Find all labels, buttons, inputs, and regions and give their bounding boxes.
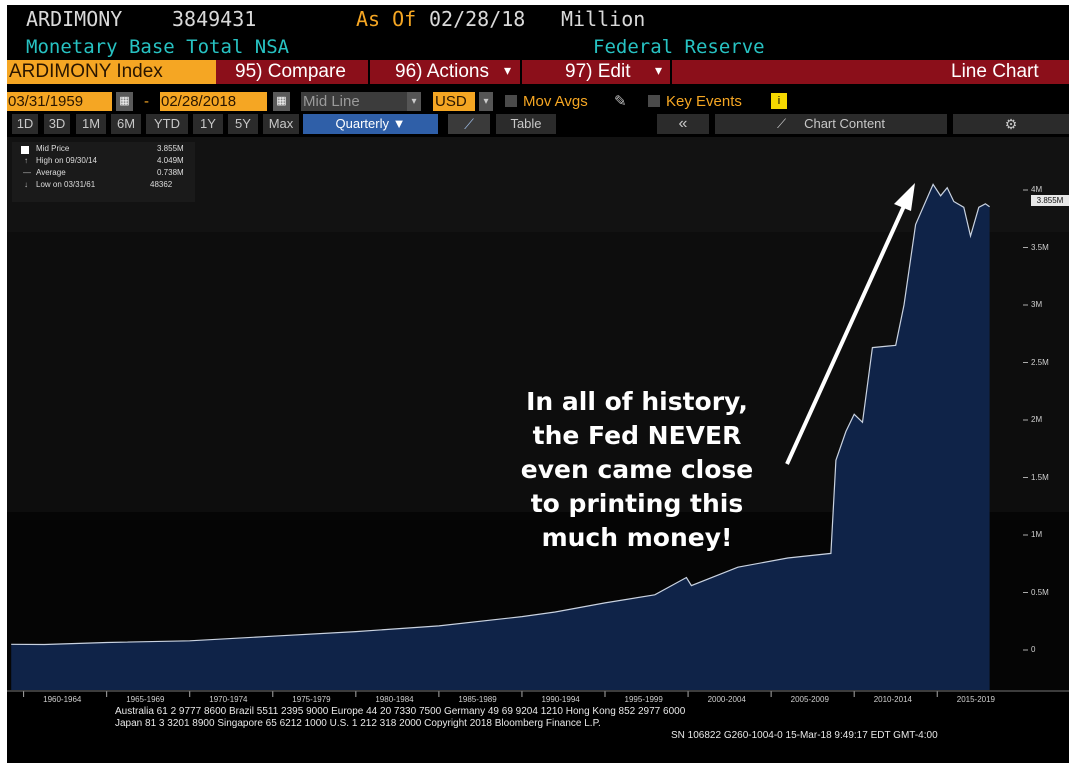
footer-session: SN 106822 G260-1004-0 15-Mar-18 9:49:17 … — [671, 730, 938, 741]
start-calendar-icon[interactable]: ▦ — [116, 92, 133, 111]
x-tick-label: 1965-1969 — [126, 695, 165, 704]
info-icon[interactable]: i — [771, 93, 787, 109]
key-events-checkbox[interactable] — [648, 95, 660, 107]
key-events-label: Key Events — [666, 93, 742, 110]
currency-select[interactable]: USD — [433, 92, 475, 111]
legend-average-icon: — — [23, 168, 31, 177]
series-line — [11, 183, 990, 646]
legend-low-value: 48362 — [150, 180, 173, 189]
annotation-line: much money! — [541, 523, 733, 552]
x-tick-label: 2015-2019 — [956, 695, 996, 704]
table-button[interactable]: Table — [496, 114, 556, 134]
end-calendar-icon[interactable]: ▦ — [273, 92, 290, 111]
period-3d[interactable]: 3D — [44, 114, 70, 134]
x-tick-label: 1975-1979 — [292, 695, 331, 704]
compare-button[interactable]: 95) Compare — [235, 61, 346, 82]
mov-avgs-checkbox[interactable] — [505, 95, 517, 107]
y-tick-label: 2M — [1031, 415, 1043, 424]
legend-average-label: Average — [36, 168, 66, 177]
pencil-icon[interactable]: ✎ — [614, 93, 627, 110]
y-tick-label: 1.5M — [1031, 472, 1049, 482]
y-tick-label: 3.5M — [1031, 242, 1049, 252]
bloomberg-terminal: ARDIMONY 3849431 As Of 02/28/18 Million … — [7, 5, 1069, 763]
line-type-select[interactable]: Mid Line — [301, 92, 407, 111]
annotation-line: In all of history, — [526, 387, 748, 416]
chart-settings-icon: ⟋ — [776, 116, 787, 131]
edit-button[interactable]: 97) Edit — [565, 61, 631, 82]
x-tick-label: 1980-1984 — [375, 695, 414, 704]
annotation-line: even came close — [520, 455, 754, 484]
line-chart-icon[interactable]: ⟋ — [448, 114, 490, 134]
x-tick-label: 2005-2009 — [790, 695, 829, 704]
legend-high-value: 4.049M — [157, 156, 184, 165]
annotation-line: the Fed NEVER — [532, 421, 742, 450]
index-field[interactable]: ARDIMONY Index — [7, 60, 216, 84]
currency-dropdown-icon[interactable]: ▾ — [479, 92, 493, 111]
line-chart — [7, 137, 1069, 697]
start-date-field[interactable]: 03/31/1959 — [7, 92, 112, 111]
y-tick-label: 3M — [1031, 300, 1043, 309]
footer-contacts-2: Japan 81 3 3201 8900 Singapore 65 6212 1… — [115, 718, 601, 729]
legend-high-icon: ↑ — [24, 156, 28, 165]
line-type-dropdown-icon[interactable]: ▾ — [407, 92, 421, 111]
period-1m[interactable]: 1M — [76, 114, 106, 134]
legend-mid-swatch — [21, 146, 29, 154]
period-ytd[interactable]: YTD — [146, 114, 188, 134]
as-of-label: As Of — [356, 7, 417, 31]
edit-dropdown-icon: ▾ — [655, 62, 663, 78]
legend-average-value: 0.738M — [157, 168, 184, 177]
series-name: Monetary Base Total NSA — [26, 36, 290, 58]
end-date-field[interactable]: 02/28/2018 — [160, 92, 267, 111]
x-tick-label: 1990-1994 — [541, 695, 580, 704]
annotation-line: to printing this — [530, 489, 744, 518]
period-6m[interactable]: 6M — [111, 114, 141, 134]
legend-mid-value: 3.855M — [157, 144, 184, 153]
legend-low-icon: ↓ — [24, 180, 28, 189]
menu-bar: ARDIMONY Index 95) Compare 96) Actions ▾… — [7, 60, 1069, 86]
mov-avgs-label: Mov Avgs — [523, 93, 588, 110]
x-tick-label: 2010-2014 — [873, 695, 912, 704]
date-dash: - — [144, 93, 149, 110]
ticker-value: 3849431 — [172, 7, 257, 31]
x-tick-label: 1970-1974 — [209, 695, 248, 704]
actions-button[interactable]: 96) Actions — [395, 61, 489, 82]
y-tick-label: 0 — [1031, 645, 1036, 654]
chart-content-button[interactable]: ⟋ Chart Content — [715, 114, 947, 134]
frequency-select[interactable]: Quarterly ▼ — [303, 114, 438, 134]
chart-content-label: Chart Content — [804, 116, 886, 131]
collapse-button[interactable]: « — [657, 114, 709, 134]
y-tick-label: 2.5M — [1031, 357, 1049, 367]
annotation-arrow-shaft — [785, 194, 911, 465]
y-tick-label: 1M — [1031, 530, 1043, 539]
period-1y[interactable]: 1Y — [193, 114, 223, 134]
annotation-text: In all of history, the Fed NEVER even ca… — [477, 385, 797, 555]
footer-contacts-1: Australia 61 2 9777 8600 Brazil 5511 239… — [115, 706, 686, 717]
gear-icon[interactable]: ⚙ — [953, 114, 1069, 134]
y-tick-label: 4M — [1031, 185, 1043, 194]
period-1d[interactable]: 1D — [12, 114, 38, 134]
y-tick-label: 0.5M — [1031, 587, 1049, 597]
legend-mid-label: Mid Price — [36, 144, 70, 153]
x-tick-label: 1960-1964 — [43, 695, 82, 704]
legend-box: Mid Price 3.855M ↑ High on 09/30/14 4.04… — [12, 142, 195, 202]
period-5y[interactable]: 5Y — [228, 114, 258, 134]
x-tick-label: 1995-1999 — [624, 695, 663, 704]
actions-dropdown-icon: ▾ — [504, 62, 512, 78]
legend-low-label: Low on 03/31/61 — [36, 180, 96, 189]
annotation-arrow-head — [894, 183, 915, 211]
last-price-tag: 3.855M — [1031, 195, 1069, 206]
series-source: Federal Reserve — [593, 36, 765, 58]
series-area — [11, 184, 990, 690]
ticker: ARDIMONY — [26, 7, 123, 31]
chart-type-label: Line Chart — [951, 61, 1039, 82]
unit-label: Million — [561, 7, 646, 31]
as-of-date: 02/28/18 — [429, 7, 526, 31]
period-max[interactable]: Max — [263, 114, 299, 134]
x-tick-label: 1985-1989 — [458, 695, 497, 704]
legend-high-label: High on 09/30/14 — [36, 156, 97, 165]
x-tick-label: 2000-2004 — [707, 695, 746, 704]
